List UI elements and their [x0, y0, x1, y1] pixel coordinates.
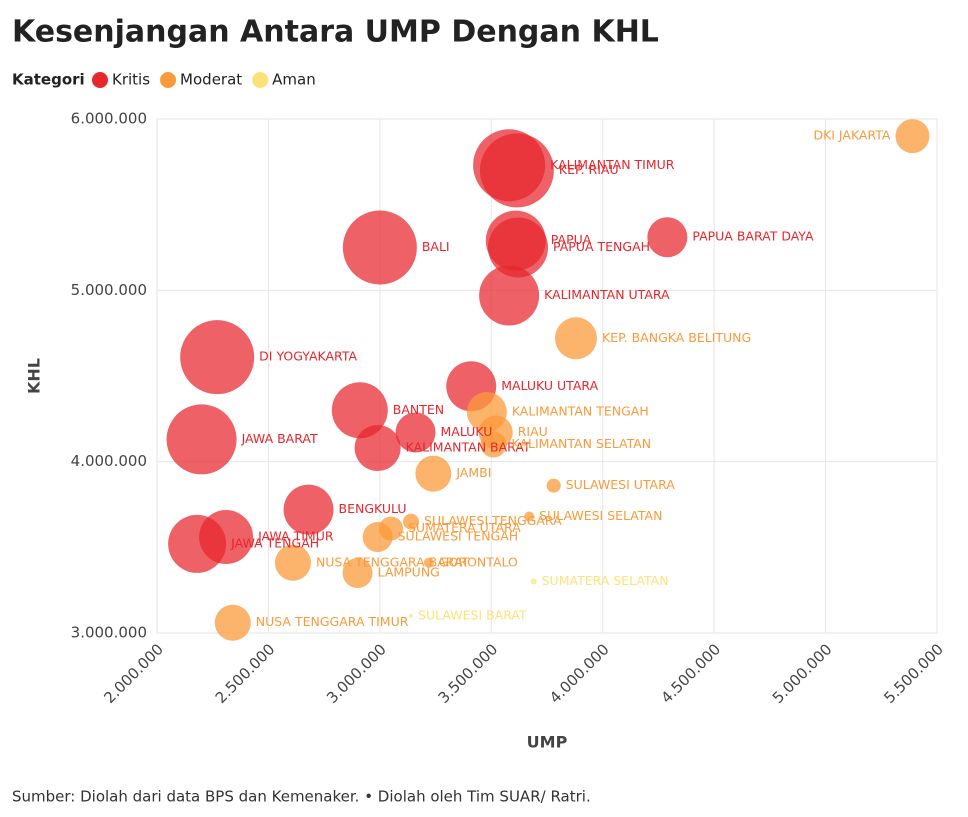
bubble: [524, 511, 535, 522]
y-axis-label: KHL: [25, 358, 44, 394]
x-tick-label: 4.000.000: [546, 640, 613, 707]
bubble: [354, 424, 401, 471]
chart-title: Kesenjangan Antara UMP Dengan KHL: [12, 15, 659, 50]
bubble: [488, 217, 549, 278]
point-label: GORONTALO: [439, 554, 518, 569]
legend-label: Kritis: [112, 71, 150, 89]
point-label: JAWA TIMUR: [257, 529, 334, 544]
bubble: [554, 317, 597, 360]
bubble: [331, 382, 388, 439]
point-label: BALI: [422, 239, 450, 254]
point-label: NUSA TENGGARA BARAT: [316, 554, 470, 569]
bubble: [409, 613, 414, 618]
point-label: SULAWESI TENGAH: [398, 529, 519, 544]
y-tick-label: 6.000.000: [71, 110, 147, 128]
bubble: [214, 604, 251, 641]
legend-marker: [252, 72, 269, 88]
x-tick-label: 4.500.000: [657, 640, 724, 707]
point-label: SULAWESI BARAT: [418, 607, 527, 622]
point-label: LAMPUNG: [378, 565, 440, 580]
x-tick-label: 5.000.000: [769, 640, 836, 707]
point-label: SULAWESI TENGGARA: [424, 513, 562, 528]
bubble: [647, 217, 688, 258]
point-label: BENGKULU: [339, 501, 407, 516]
source-note: Sumber: Diolah dari data BPS dan Kemenak…: [12, 788, 591, 806]
y-tick-label: 3.000.000: [71, 624, 147, 642]
point-label: PAPUA: [551, 232, 592, 247]
bubble: [530, 578, 537, 585]
x-tick-label: 3.000.000: [323, 640, 390, 707]
point-label: SULAWESI UTARA: [566, 477, 676, 492]
legend-label: Aman: [272, 71, 316, 89]
x-tick-label: 5.500.000: [880, 640, 947, 707]
bubble: [546, 478, 561, 493]
y-tick-label: 5.000.000: [71, 281, 147, 299]
bubble: [395, 412, 436, 453]
point-label: SUMATERA SELATAN: [542, 573, 669, 588]
bubble: [480, 431, 507, 458]
bubble: [415, 455, 452, 492]
x-axis-label: UMP: [527, 733, 568, 752]
point-label: NUSA TENGGARA TIMUR: [256, 614, 409, 629]
bubble: [479, 265, 540, 326]
bubble: [180, 320, 255, 395]
point-label: DKI JAKARTA: [813, 128, 890, 143]
point-label: KALIMANTAN TIMUR: [550, 157, 675, 172]
bubble: [166, 404, 237, 475]
bubble: [168, 514, 227, 573]
bubble: [362, 522, 393, 553]
legend-marker: [160, 72, 177, 88]
legend-marker: [92, 72, 108, 88]
point-label: KALIMANTAN UTARA: [544, 287, 670, 302]
point-label: BANTEN: [393, 402, 444, 417]
bubble: [342, 210, 417, 285]
point-label: PAPUA BARAT DAYA: [692, 229, 814, 244]
x-tick-label: 3.500.000: [435, 640, 502, 707]
bubble: [423, 557, 434, 568]
legend-title: Kategori: [12, 71, 85, 89]
bubble: [274, 544, 311, 581]
bubble: [403, 513, 420, 530]
bubble: [342, 558, 373, 589]
y-tick-label: 4.000.000: [71, 452, 147, 470]
x-tick-label: 2.000.000: [100, 640, 167, 707]
bubble: [283, 484, 334, 535]
point-label: JAWA TENGAH: [230, 535, 319, 550]
point-label: DI YOGYAKARTA: [259, 349, 357, 364]
point-label: KEP. RIAU: [559, 162, 619, 177]
point-label: PAPUA TENGAH: [553, 239, 650, 254]
point-label: KALIMANTAN BARAT: [406, 439, 531, 454]
point-label: RIAU: [518, 424, 548, 439]
legend-label: Moderat: [180, 71, 242, 89]
point-label: SUMATERA UTARA: [408, 520, 521, 535]
bubble: [473, 129, 546, 202]
bubbles: [166, 119, 930, 641]
point-label: KEP. BANGKA BELITUNG: [602, 330, 751, 345]
point-label: SULAWESI SELATAN: [539, 508, 662, 523]
point-label: MALUKU UTARA: [501, 378, 598, 393]
point-label: JAWA BARAT: [241, 431, 318, 446]
x-tick-label: 2.500.000: [212, 640, 279, 707]
point-label: KALIMANTAN SELATAN: [512, 436, 652, 451]
point-label: KALIMANTAN TENGAH: [512, 403, 649, 418]
bubble: [895, 119, 930, 154]
point-label: MALUKU: [441, 424, 493, 439]
point-label: JAMBI: [455, 465, 491, 480]
